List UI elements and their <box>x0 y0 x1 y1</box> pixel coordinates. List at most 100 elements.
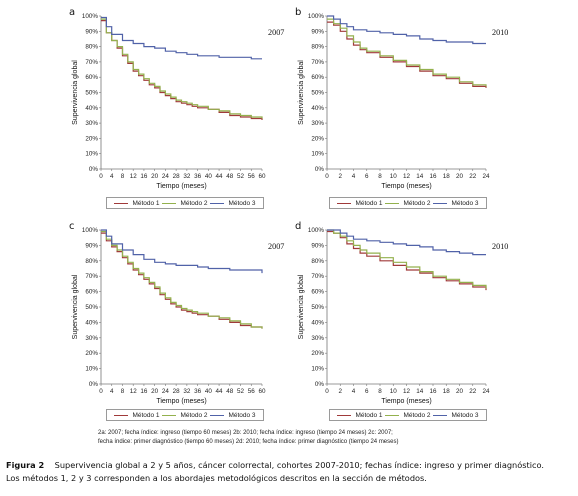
y-tick-label: 90% <box>311 242 324 249</box>
x-tick-label: 56 <box>248 173 256 180</box>
chart-panel-c: 0%10%20%30%40%50%60%70%80%90%100%0 4 8 12 16… <box>69 221 284 405</box>
legend-swatch <box>114 414 129 416</box>
y-tick-label: 100% <box>82 227 99 234</box>
y-tick-label: 70% <box>85 273 98 280</box>
y-tick-label: 80% <box>85 44 98 51</box>
y-tick-label: 40% <box>311 319 324 326</box>
legend-label: Método 1 <box>132 411 160 419</box>
legend-label: Método 1 <box>355 411 383 419</box>
x-tick-label: 36 <box>194 173 202 180</box>
chart-panel-b: 0%10%20%30%40%50%60%70%80%90%100%0 2 4 6 8 10… <box>295 7 508 190</box>
y-tick-label: 70% <box>85 59 98 66</box>
x-tick-label: 2 <box>338 388 342 395</box>
x-tick-label: 12 <box>130 388 138 395</box>
y-tick-label: 60% <box>85 289 98 296</box>
caption-text-line2: Los métodos 1, 2 y 3 corresponden a los … <box>6 472 427 483</box>
legend-swatch <box>210 202 225 204</box>
x-tick-label: 10 <box>390 173 398 180</box>
y-axis-title: Supervivencia global <box>298 274 305 339</box>
series-line-metodo-1 <box>101 232 263 329</box>
x-tick-label: 52 <box>237 388 245 395</box>
panel-note-line: 2a: 2007; fecha índice: ingreso (tiempo … <box>98 430 393 436</box>
series-line-metodo-3 <box>101 229 263 274</box>
panel-letter: b <box>295 7 301 18</box>
legend-label: Método 2 <box>180 199 208 207</box>
chart-legend: Método 1 Método 2 Método 3 <box>329 197 487 209</box>
x-tick-label: 40 <box>205 173 213 180</box>
y-axis-title: Supervivencia global <box>72 274 79 339</box>
legend-swatch <box>162 414 177 416</box>
y-tick-label: 100% <box>308 227 325 234</box>
y-tick-label: 40% <box>85 319 98 326</box>
legend-swatch <box>385 414 400 416</box>
x-tick-label: 44 <box>216 173 224 180</box>
legend-label: Método 3 <box>451 411 479 419</box>
legend-label: Método 2 <box>403 199 431 207</box>
legend-label: Método 1 <box>132 199 160 207</box>
y-tick-label: 90% <box>85 28 98 35</box>
panel-notes: 2a: 2007; fecha índice: ingreso (tiempo … <box>98 429 518 447</box>
x-tick-label: 20 <box>456 173 464 180</box>
y-tick-label: 80% <box>311 258 324 265</box>
y-tick-label: 90% <box>85 242 98 249</box>
y-tick-label: 50% <box>311 90 324 97</box>
legend-label: Método 3 <box>228 199 256 207</box>
chart-panel-d: 0%10%20%30%40%50%60%70%80%90%100%0 2 4 6 8 10… <box>295 221 508 405</box>
x-tick-label: 12 <box>130 173 138 180</box>
x-tick-label: 2 <box>338 173 342 180</box>
y-tick-label: 80% <box>311 44 324 51</box>
series-line-metodo-3 <box>327 15 486 45</box>
y-tick-label: 60% <box>311 289 324 296</box>
x-tick-label: 6 <box>365 388 369 395</box>
x-tick-label: 28 <box>173 388 181 395</box>
series-line-metodo-2 <box>327 229 487 289</box>
legend-label: Método 1 <box>355 199 383 207</box>
y-tick-label: 0% <box>89 166 99 173</box>
x-tick-label: 32 <box>183 388 191 395</box>
x-axis-title: Tiempo (meses) <box>156 183 206 190</box>
series-line-metodo-3 <box>101 16 262 60</box>
legend-label: Método 3 <box>451 199 479 207</box>
y-tick-label: 40% <box>85 105 98 112</box>
x-tick-label: 28 <box>173 173 181 180</box>
cohort-year-label: 2007 <box>268 28 284 37</box>
series-line-metodo-2 <box>327 18 487 87</box>
x-tick-label: 4 <box>110 388 114 395</box>
x-tick-label: 18 <box>443 173 451 180</box>
cohort-year-label: 2010 <box>492 28 508 37</box>
y-tick-label: 50% <box>85 304 98 311</box>
legend-swatch <box>433 414 448 416</box>
y-tick-label: 30% <box>85 120 98 127</box>
y-tick-label: 10% <box>311 151 324 158</box>
x-tick-label: 10 <box>390 388 398 395</box>
y-tick-label: 0% <box>315 381 325 388</box>
legend-swatch <box>385 202 400 204</box>
legend-item-metodo-2: Método 2 <box>162 412 208 419</box>
legend-item-metodo-1: Método 1 <box>114 411 160 419</box>
x-tick-label: 20 <box>151 388 159 395</box>
cohort-year-label: 2010 <box>492 242 508 251</box>
x-tick-label: 0 <box>99 173 103 180</box>
chart-panel-a: 0%10%20%30%40%50%60%70%80%90%100%0 4 8 12 16… <box>69 7 284 190</box>
series-line-metodo-3 <box>327 229 486 256</box>
x-tick-label: 4 <box>352 388 356 395</box>
y-tick-label: 30% <box>311 120 324 127</box>
x-tick-label: 8 <box>121 388 125 395</box>
legend-item-metodo-3: Método 3 <box>433 411 479 419</box>
series-line-metodo-1 <box>101 20 263 120</box>
series-line-metodo-1 <box>327 21 487 88</box>
x-tick-label: 14 <box>416 388 424 395</box>
x-tick-label: 60 <box>258 388 266 395</box>
caption-label: Figura 2 <box>6 460 45 470</box>
legend-swatch <box>210 414 225 416</box>
y-tick-label: 50% <box>311 304 324 311</box>
legend-swatch <box>337 202 352 204</box>
x-tick-label: 24 <box>162 388 170 395</box>
panel-note-line: fecha índice: primer diagnóstico (tiempo… <box>98 438 399 445</box>
y-tick-label: 20% <box>85 135 98 142</box>
y-axis-title: Supervivencia global <box>298 60 305 125</box>
x-tick-label: 18 <box>443 388 451 395</box>
y-tick-label: 100% <box>308 13 325 20</box>
legend-item-metodo-1: Método 1 <box>337 199 383 207</box>
